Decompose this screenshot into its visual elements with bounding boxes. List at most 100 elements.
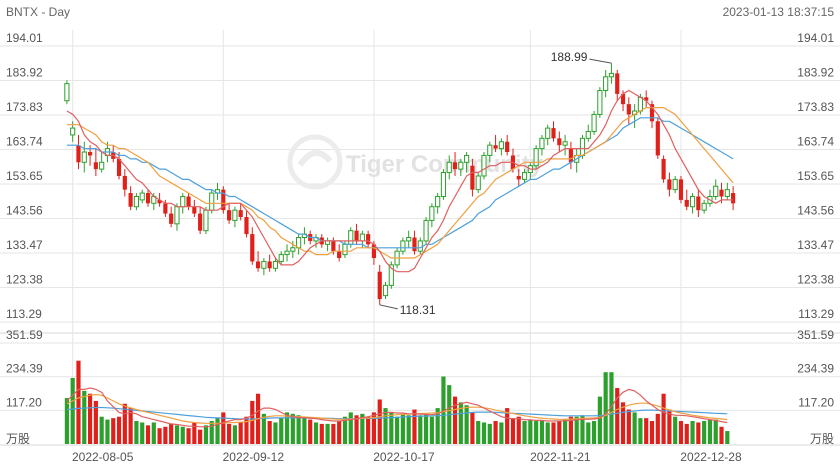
volume-bar — [337, 421, 342, 444]
price-tick-label-left: 173.83 — [6, 100, 43, 114]
candle-body-up — [261, 260, 267, 269]
candle-body-up — [423, 219, 429, 242]
volume-tick-label-left: 351.59 — [6, 328, 43, 342]
volume-bar — [267, 421, 272, 444]
candle-body-up — [603, 76, 609, 91]
price-tick-label-right: 123.38 — [797, 273, 834, 287]
volume-bar — [644, 418, 649, 444]
volume-bar — [539, 421, 545, 444]
candle-body-up — [608, 72, 615, 78]
axis-labels: 194.01 194.01 183.92 183.92 173.83 173.83 163.… — [6, 31, 834, 464]
candle-body-down — [331, 240, 336, 252]
candle-body-up — [481, 154, 487, 177]
volume-bar — [134, 421, 139, 444]
volume-bar — [418, 415, 423, 444]
volume-bar — [603, 372, 608, 444]
volume-bar — [227, 423, 232, 444]
candle-body-up — [475, 175, 481, 191]
volume-bar — [423, 413, 429, 444]
candle-body-down — [678, 179, 684, 200]
candle-body-up — [209, 192, 215, 211]
volume-bar — [371, 412, 377, 444]
volume-bar — [284, 412, 290, 444]
volume-bar — [707, 419, 713, 444]
volume-bar — [667, 409, 672, 444]
volume-bar — [198, 429, 203, 444]
volume-bar — [719, 426, 724, 444]
candle-body-down — [116, 158, 122, 176]
volume-bar — [481, 422, 487, 444]
volume-bar — [180, 426, 185, 444]
candle-body-down — [157, 199, 162, 204]
volume-bar — [76, 360, 81, 444]
candle-body-up — [203, 209, 209, 232]
candle-body-down — [244, 216, 249, 235]
candle-body-up — [637, 96, 643, 112]
date-tick-label: 2022-12-28 — [680, 450, 742, 464]
candle-body-up — [689, 195, 696, 208]
volume-bar — [528, 419, 533, 444]
annotation-high-label: 188.99 — [551, 50, 588, 64]
volume-bar — [632, 412, 637, 444]
candle-body-up — [342, 243, 348, 256]
volume-bar — [116, 416, 122, 444]
candle-body-up — [545, 127, 551, 139]
annotations: 188.99 118.31 — [379, 50, 612, 317]
candle-body-up — [521, 172, 528, 180]
candle-body-down — [192, 206, 197, 214]
candle-body-up — [180, 195, 186, 208]
volume-bar — [331, 423, 336, 444]
volume-bar — [580, 415, 585, 444]
volume-bar — [250, 400, 255, 444]
volume-bars — [64, 360, 730, 444]
candle-body-up — [417, 240, 423, 252]
candle-body-down — [377, 271, 382, 300]
candle-body-up — [99, 161, 105, 170]
date-tick-label: 2022-10-17 — [373, 450, 435, 464]
candle-body-up — [440, 172, 447, 197]
candle-body-up — [487, 144, 493, 156]
volume-bar — [395, 416, 400, 444]
candle-body-down — [452, 162, 458, 170]
volume-bar — [389, 412, 394, 444]
candle-body-down — [371, 244, 377, 259]
candle-body-up — [458, 161, 464, 170]
candle-body-up — [382, 284, 389, 297]
candle-body-up — [591, 113, 597, 133]
volume-bar — [342, 416, 348, 444]
volume-bar — [238, 422, 243, 444]
volume-bar — [87, 393, 93, 444]
volume-bar — [464, 405, 469, 444]
annotation-leader — [589, 58, 612, 64]
candle-body-up — [290, 247, 296, 252]
candle-body-up — [70, 127, 76, 136]
candle-body-down — [493, 145, 498, 149]
price-ma-long-line — [66, 117, 734, 249]
volume-bar — [366, 416, 371, 444]
volume-bar — [534, 421, 539, 444]
candle-body-down — [470, 165, 475, 190]
price-ma-mid-line — [66, 106, 734, 259]
candle-body-down — [238, 210, 243, 217]
volume-bar — [232, 425, 237, 444]
volume-bar — [64, 398, 69, 444]
volume-ma-long-line — [66, 406, 728, 420]
annotation-leader — [379, 304, 398, 310]
watermark-logo-mark — [297, 150, 333, 167]
price-tick-label-left: 123.38 — [6, 273, 43, 287]
candle-body-down — [626, 104, 631, 115]
volume-bar — [308, 419, 313, 444]
volume-bar — [412, 409, 417, 444]
price-tick-label-right: 143.56 — [797, 204, 834, 218]
volume-tick-label-left: 234.39 — [6, 362, 43, 376]
candle-body-down — [93, 162, 98, 170]
volume-tick-label-left: 117.20 — [6, 395, 42, 409]
candle-body-down — [76, 145, 81, 163]
candle-body-up — [498, 141, 504, 150]
candle-body-down — [667, 179, 672, 190]
volume-unit-right: 万股 — [810, 432, 834, 446]
candle-body-down — [516, 175, 521, 180]
volume-bar — [725, 431, 730, 444]
volume-bar — [261, 413, 266, 444]
